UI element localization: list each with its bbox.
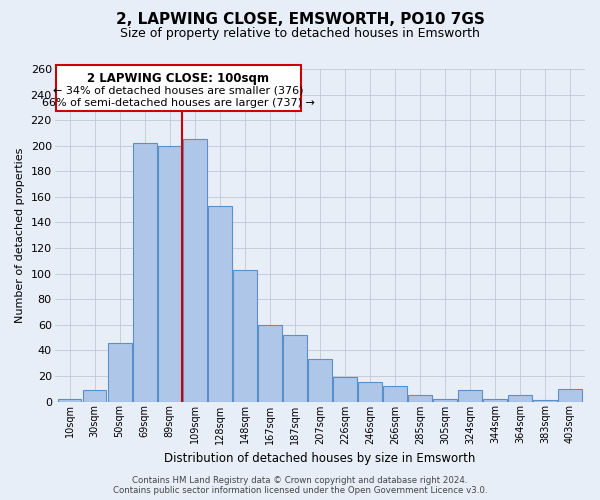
Bar bbox=[283, 335, 307, 402]
Y-axis label: Number of detached properties: Number of detached properties bbox=[15, 148, 25, 323]
Bar bbox=[383, 386, 407, 402]
FancyBboxPatch shape bbox=[56, 65, 301, 111]
Bar bbox=[358, 382, 382, 402]
Bar bbox=[508, 395, 532, 402]
Bar bbox=[158, 146, 182, 402]
Bar bbox=[558, 388, 582, 402]
Bar bbox=[108, 342, 131, 402]
Bar bbox=[183, 140, 206, 402]
Bar bbox=[408, 395, 432, 402]
Bar bbox=[433, 399, 457, 402]
Bar bbox=[533, 400, 557, 402]
Text: 2 LAPWING CLOSE: 100sqm: 2 LAPWING CLOSE: 100sqm bbox=[88, 72, 269, 85]
Text: Contains public sector information licensed under the Open Government Licence v3: Contains public sector information licen… bbox=[113, 486, 487, 495]
Bar bbox=[58, 399, 82, 402]
Bar bbox=[133, 143, 157, 402]
X-axis label: Distribution of detached houses by size in Emsworth: Distribution of detached houses by size … bbox=[164, 452, 475, 465]
Text: 66% of semi-detached houses are larger (737) →: 66% of semi-detached houses are larger (… bbox=[42, 98, 315, 108]
Text: 2, LAPWING CLOSE, EMSWORTH, PO10 7GS: 2, LAPWING CLOSE, EMSWORTH, PO10 7GS bbox=[116, 12, 484, 28]
Bar bbox=[333, 377, 356, 402]
Bar bbox=[458, 390, 482, 402]
Bar bbox=[308, 360, 332, 402]
Bar bbox=[208, 206, 232, 402]
Bar bbox=[83, 390, 106, 402]
Text: ← 34% of detached houses are smaller (376): ← 34% of detached houses are smaller (37… bbox=[53, 86, 304, 96]
Bar bbox=[258, 325, 281, 402]
Bar bbox=[233, 270, 257, 402]
Bar bbox=[483, 399, 507, 402]
Text: Size of property relative to detached houses in Emsworth: Size of property relative to detached ho… bbox=[120, 28, 480, 40]
Text: Contains HM Land Registry data © Crown copyright and database right 2024.: Contains HM Land Registry data © Crown c… bbox=[132, 476, 468, 485]
